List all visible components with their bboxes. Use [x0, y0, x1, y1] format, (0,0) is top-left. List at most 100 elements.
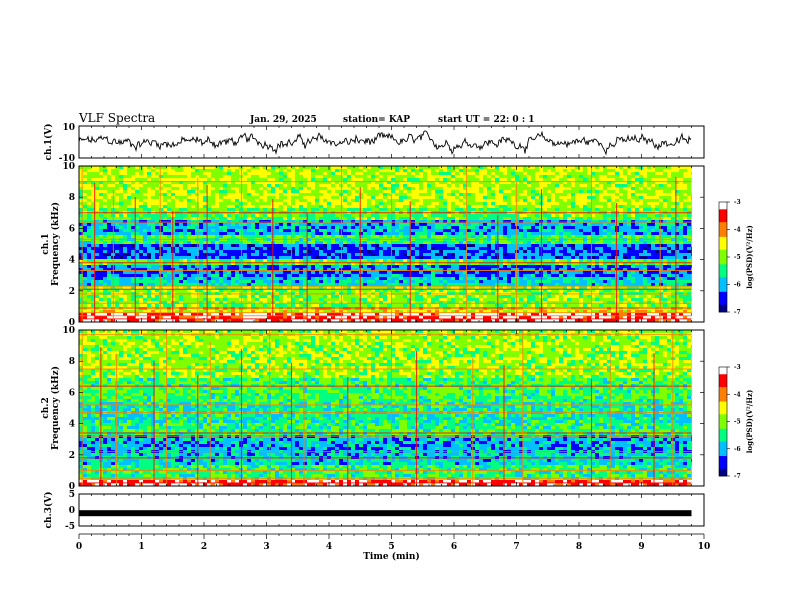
spectrogram-cell	[147, 319, 152, 323]
spectrogram-cell	[223, 199, 228, 203]
spectrogram-cell	[243, 274, 248, 278]
spectrogram-cell	[79, 313, 84, 317]
spectrogram-cell	[231, 208, 236, 212]
spectrogram-cell	[87, 280, 92, 284]
spectrogram-cell	[115, 244, 120, 248]
spectrogram-cell	[351, 208, 356, 212]
spectrogram-cell	[195, 178, 200, 182]
spectrogram-cell	[187, 169, 192, 173]
spectrogram-cell	[335, 181, 340, 185]
spectrogram-cell	[287, 193, 292, 197]
spectrogram-cell	[367, 265, 372, 269]
spectrogram-cell	[211, 214, 216, 218]
spectrogram-cell	[387, 229, 392, 233]
spectrogram-cell	[267, 310, 272, 314]
spectrogram-cell	[403, 253, 408, 257]
spectrogram-cell	[255, 262, 260, 266]
spectrogram-cell	[403, 193, 408, 197]
spectrogram-cell	[299, 319, 304, 323]
spectrogram-cell	[235, 277, 240, 281]
spectrogram-cell	[347, 217, 352, 221]
spectrogram-cell	[119, 190, 124, 194]
spectrogram-cell	[275, 298, 280, 302]
spectrogram-cell	[439, 244, 444, 248]
spectrogram-cell	[391, 283, 396, 287]
spectrogram-cell	[155, 253, 160, 257]
spectrogram-cell	[391, 175, 396, 179]
spectrogram-cell	[383, 244, 388, 248]
spectrogram-cell	[403, 169, 408, 173]
spectrogram-cell	[223, 235, 228, 239]
spectrogram-cell	[263, 247, 268, 251]
spectrogram-cell	[83, 313, 88, 317]
spectrogram-cell	[207, 274, 212, 278]
spectrogram-cell	[155, 184, 160, 188]
spectrogram-cell	[227, 232, 232, 236]
spectrogram-cell	[283, 277, 288, 281]
spectrogram-cell	[163, 307, 168, 311]
spectrogram-cell	[263, 184, 268, 188]
spectrogram-cell	[315, 199, 320, 203]
spectrogram-cell	[383, 235, 388, 239]
spectrogram-cell	[179, 280, 184, 284]
spectrogram-cell	[119, 283, 124, 287]
spectrogram-cell	[127, 232, 132, 236]
spectrogram-cell	[135, 199, 140, 203]
spectrogram-cell	[139, 217, 144, 221]
spectrogram-cell	[363, 205, 368, 209]
spectrogram-cell	[295, 232, 300, 236]
spectrogram-cell	[231, 316, 236, 320]
spectrogram-cell	[243, 271, 248, 275]
spectrogram-cell	[435, 220, 440, 224]
spectrogram-cell	[215, 298, 220, 302]
spectrogram-cell	[395, 181, 400, 185]
spectrogram-cell	[263, 226, 268, 230]
spectrogram-cell	[403, 178, 408, 182]
spectrogram-cell	[263, 295, 268, 299]
spectrogram-cell	[207, 304, 212, 308]
spectrogram-cell	[443, 226, 448, 230]
spectrogram-cell	[383, 190, 388, 194]
spectrogram-cell	[279, 187, 284, 191]
spectrogram-cell	[195, 313, 200, 317]
spectrogram-cell	[423, 169, 428, 173]
spectrogram-cell	[227, 304, 232, 308]
spectrogram-cell	[419, 172, 424, 176]
spectrogram-cell	[211, 301, 216, 305]
spectrogram-cell	[415, 283, 420, 287]
spectrogram-cell	[411, 202, 416, 206]
spectrogram-cell	[259, 247, 264, 251]
spectrogram-cell	[175, 280, 180, 284]
spectrogram-cell	[179, 304, 184, 308]
spectrogram-cell	[159, 307, 164, 311]
spectrogram-cell	[283, 313, 288, 317]
spectrogram-cell	[315, 181, 320, 185]
spectrogram-cell	[135, 316, 140, 320]
spectrogram-cell	[315, 271, 320, 275]
spectrogram-cell	[107, 175, 112, 179]
spectrogram-cell	[379, 217, 384, 221]
spectrogram-cell	[99, 319, 104, 323]
spectrogram-cell	[351, 241, 356, 245]
spectrogram-cell	[179, 262, 184, 266]
spectrogram-cell	[439, 271, 444, 275]
spectrogram-cell	[323, 289, 328, 293]
spectrogram-cell	[287, 289, 292, 293]
spectrogram-cell	[183, 214, 188, 218]
spectrogram-cell	[403, 283, 408, 287]
spectrogram-cell	[187, 271, 192, 275]
spectrogram-cell	[435, 229, 440, 233]
spectrogram-cell	[303, 259, 308, 263]
spectrogram-cell	[347, 229, 352, 233]
spectrogram-cell	[191, 169, 196, 173]
spectrogram-cell	[219, 274, 224, 278]
spectrogram-cell	[439, 226, 444, 230]
spectrogram-cell	[299, 244, 304, 248]
spectrogram-cell	[407, 298, 412, 302]
spectrogram-cell	[347, 199, 352, 203]
spectrogram-cell	[87, 316, 92, 320]
spectrogram-cell	[435, 277, 440, 281]
spectrogram-cell	[387, 301, 392, 305]
spectrogram-cell	[395, 310, 400, 314]
spectrogram-cell	[207, 265, 212, 269]
